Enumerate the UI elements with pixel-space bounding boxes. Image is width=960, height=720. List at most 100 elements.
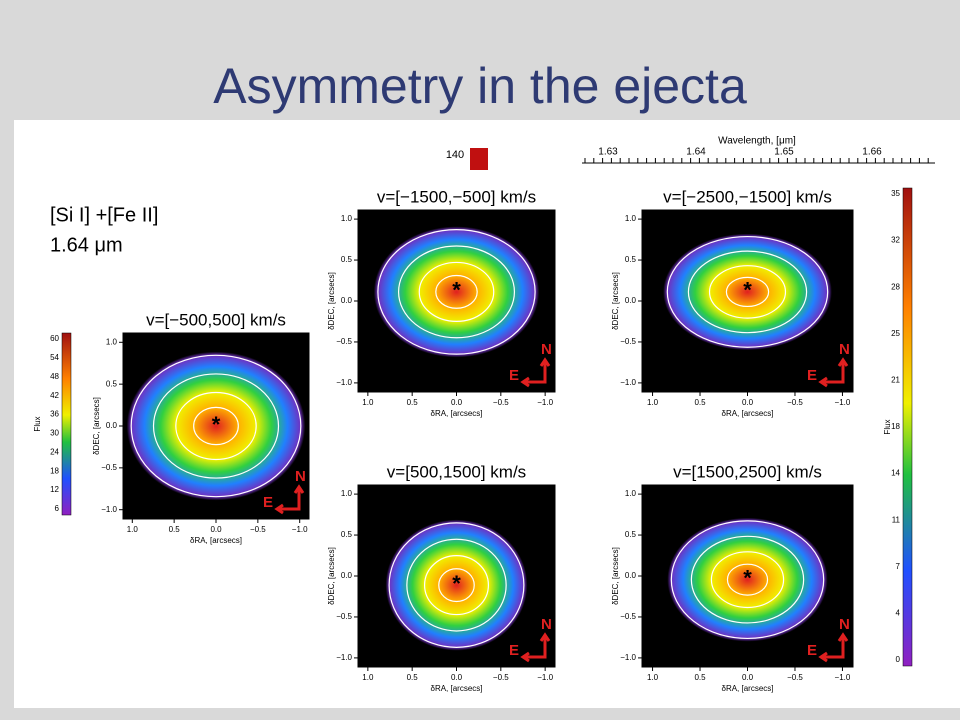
x-tick-label: −1.0 — [537, 398, 553, 407]
line-label: [Si I] +[Fe II] — [50, 204, 158, 226]
y-tick-label: 0.0 — [341, 296, 353, 305]
y-tick-label: −1.0 — [336, 378, 352, 387]
compass — [520, 357, 551, 388]
y-axis-label: δDEC, [arcsecs] — [92, 397, 101, 455]
x-tick-label: 0.0 — [742, 398, 754, 407]
wavelength-tick: 1.66 — [862, 147, 882, 158]
x-axis-label: δRA, [arcsecs] — [430, 409, 482, 418]
x-tick-label: −0.5 — [250, 525, 266, 534]
line-wavelength: 1.64 μm — [50, 234, 123, 256]
x-tick-label: 0.5 — [694, 398, 706, 407]
y-tick-label: −1.0 — [620, 378, 636, 387]
colorbar-label: Flux — [33, 416, 42, 431]
x-tick-label: 0.0 — [451, 398, 463, 407]
contour — [690, 535, 805, 624]
contour — [726, 563, 769, 596]
y-tick-label: −0.5 — [336, 337, 352, 346]
y-tick-label: −0.5 — [620, 612, 636, 621]
x-tick-label: 0.0 — [451, 673, 463, 682]
north-label: N — [541, 616, 552, 633]
colorbar-tick: 54 — [50, 353, 59, 362]
colorbar-tick: 48 — [50, 372, 59, 381]
contour — [152, 373, 280, 479]
star-marker: * — [743, 278, 752, 303]
star-marker: * — [452, 278, 461, 303]
contour — [725, 276, 770, 308]
colorbar-tick: 42 — [50, 391, 59, 400]
x-tick-label: 0.5 — [694, 673, 706, 682]
colorbar-tick: 12 — [50, 485, 59, 494]
x-axis-label: δRA, [arcsecs] — [721, 684, 773, 693]
colorbar-tick: 36 — [50, 410, 59, 419]
colorbar-tick: 18 — [50, 466, 59, 475]
east-label: E — [263, 494, 273, 511]
compass — [818, 357, 849, 388]
marker-box — [470, 148, 488, 170]
colorbar-tick: 28 — [891, 282, 900, 291]
contour — [130, 354, 302, 498]
y-axis-label: δDEC, [arcsecs] — [611, 272, 620, 330]
colorbar-tick: 21 — [891, 376, 900, 385]
x-tick-label: 0.5 — [407, 673, 419, 682]
y-tick-label: 0.0 — [625, 571, 637, 580]
compass — [520, 632, 551, 663]
compass — [818, 632, 849, 663]
y-tick-label: −1.0 — [620, 653, 636, 662]
y-tick-label: 1.0 — [625, 214, 637, 223]
colorbar-tick: 11 — [892, 515, 901, 524]
north-label: N — [839, 616, 850, 633]
y-tick-label: 0.5 — [625, 530, 637, 539]
contour — [377, 229, 536, 355]
contour — [418, 261, 495, 322]
y-tick-label: −1.0 — [101, 505, 117, 514]
colorbar-tick: 7 — [896, 562, 901, 571]
y-axis-label: δDEC, [arcsecs] — [327, 547, 336, 605]
contour — [710, 551, 785, 609]
colorbar-tick: 14 — [891, 469, 900, 478]
y-tick-label: 0.5 — [341, 255, 353, 264]
x-tick-label: −1.0 — [835, 398, 851, 407]
y-tick-label: −0.5 — [336, 612, 352, 621]
north-label: N — [295, 468, 306, 485]
colorbar-tick: 6 — [55, 504, 60, 513]
contour — [397, 245, 516, 339]
x-tick-label: −0.5 — [493, 673, 509, 682]
x-axis-label: δRA, [arcsecs] — [190, 536, 242, 545]
north-label: N — [839, 341, 850, 358]
colorbar-tick: 18 — [891, 422, 900, 431]
x-axis-label: δRA, [arcsecs] — [721, 409, 773, 418]
star-marker: * — [212, 412, 221, 437]
y-tick-label: 1.0 — [341, 214, 353, 223]
contour — [388, 522, 525, 648]
contour — [666, 235, 829, 348]
colorbar-label: Flux — [883, 419, 892, 434]
colorbar-tick: 32 — [891, 236, 900, 245]
wavelength-tick: 1.63 — [598, 147, 618, 158]
y-tick-label: 0.0 — [625, 296, 637, 305]
panel-title: v=[−500,500] km/s — [146, 310, 286, 329]
y-tick-label: 1.0 — [341, 489, 353, 498]
x-tick-label: −1.0 — [537, 673, 553, 682]
y-tick-label: 0.0 — [106, 421, 118, 430]
star-marker: * — [743, 565, 752, 590]
y-axis-label: δDEC, [arcsecs] — [327, 272, 336, 330]
slide-title: Asymmetry in the ejecta — [213, 58, 747, 114]
colorbar — [61, 332, 72, 516]
y-tick-label: 1.0 — [106, 337, 118, 346]
east-label: E — [509, 367, 519, 384]
wavelength-tick: 1.65 — [774, 147, 794, 158]
contour — [708, 265, 787, 319]
panel-title: v=[500,1500] km/s — [387, 462, 526, 481]
north-label: N — [541, 341, 552, 358]
x-tick-label: 1.0 — [647, 673, 659, 682]
colorbar-tick: 0 — [896, 655, 901, 664]
y-tick-label: 1.0 — [625, 489, 637, 498]
contour — [193, 406, 239, 446]
x-tick-label: −0.5 — [787, 398, 803, 407]
marker-label: 140 — [446, 149, 464, 161]
x-tick-label: 0.5 — [169, 525, 181, 534]
colorbar-tick: 24 — [50, 447, 59, 456]
y-tick-label: −0.5 — [620, 337, 636, 346]
east-label: E — [509, 642, 519, 659]
compass — [274, 484, 305, 515]
